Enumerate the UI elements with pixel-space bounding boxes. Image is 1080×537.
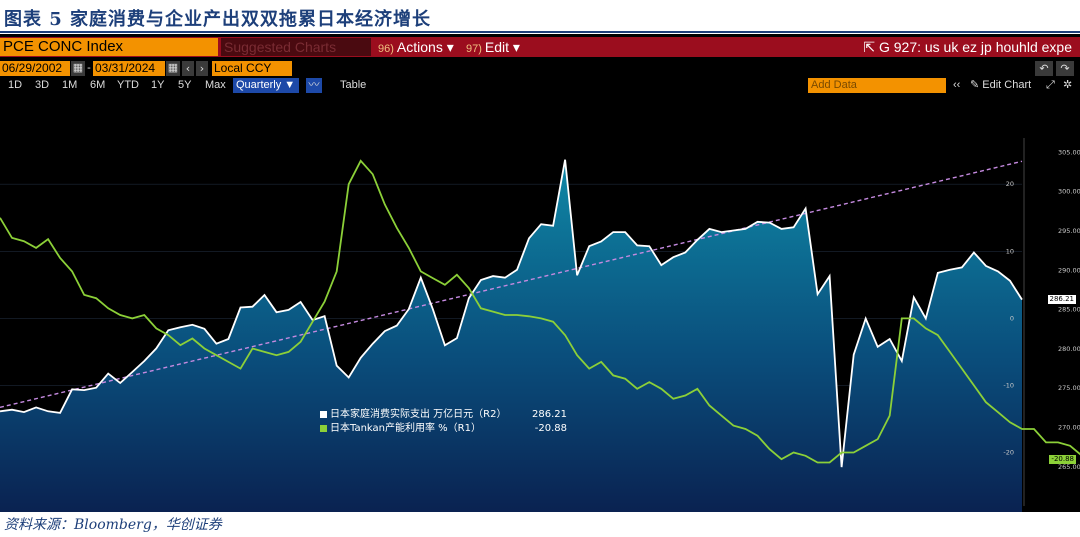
actions-label: Actions (396, 39, 443, 55)
figure-title: 图表 5 家庭消费与企业产出双双拖累日本经济增长 (4, 9, 432, 30)
legend-swatch (320, 424, 327, 432)
calendar-icon[interactable]: ▦ (71, 61, 85, 76)
r2-tick-label: 290.00 (1058, 266, 1080, 274)
legend-swatch (320, 410, 327, 418)
r2-tick-label: 280.00 (1058, 345, 1080, 353)
chart-legend: 日本家庭消费实际支出 万亿日元（R2） 286.21 日本Tankan产能利用率… (320, 408, 575, 440)
legend-label: 日本Tankan产能利用率 %（R1） (330, 423, 481, 434)
household-consumption-line (0, 159, 1023, 468)
tankan-utilization-line (0, 159, 1080, 464)
collapse-icon[interactable]: ‹‹ (953, 79, 961, 91)
external-link-icon: ⇱ (863, 39, 879, 55)
edit-menu[interactable]: 97) Edit ▾ (466, 38, 520, 56)
legend-row-tankan: 日本Tankan产能利用率 %（R1） -20.88 (320, 422, 575, 436)
legend-value: -20.88 (534, 423, 567, 434)
period-1d[interactable]: 1D (8, 79, 23, 91)
title-rule (0, 31, 1080, 33)
r1-tick-label: 0 (1010, 314, 1014, 322)
chevron-down-icon: ▾ (442, 39, 454, 55)
r2-tick-label: 275.00 (1058, 384, 1080, 392)
frequency-select[interactable]: Quarterly ▼ (233, 78, 299, 93)
source-note: 资料来源：Bloomberg，华创证券 (4, 517, 222, 533)
table-button[interactable]: Table (340, 79, 367, 91)
chevron-right-icon[interactable]: › (196, 61, 208, 76)
frequency-label: Quarterly (236, 79, 282, 91)
chevron-down-icon: ▼ (281, 79, 296, 91)
r2-tick-label: 300.00 (1058, 188, 1080, 196)
bloomberg-terminal: PCE CONC Index Suggested Charts 96) Actio… (0, 34, 1080, 512)
line-chart-icon[interactable]: 〰 (306, 78, 322, 93)
period-6m[interactable]: 6M (90, 79, 106, 91)
expand-icon[interactable]: ⤢ (1046, 79, 1055, 91)
period-max[interactable]: Max (205, 79, 226, 91)
period-1m[interactable]: 1M (62, 79, 78, 91)
r2-tick-label: 305.00 (1058, 148, 1080, 156)
household-consumption-area (0, 159, 1022, 512)
chevron-down-icon: ▾ (509, 39, 520, 55)
period-1y[interactable]: 1Y (151, 79, 165, 91)
edit-chart-label: Edit Chart (982, 79, 1032, 91)
chart-title-field[interactable]: ⇱ G 927: us uk ez jp houhld expe (863, 38, 1072, 56)
add-data-input[interactable]: Add Data (808, 78, 946, 93)
gear-icon[interactable]: ✲ (1063, 79, 1073, 91)
edit-shortcut: 97) (466, 43, 482, 55)
r2-tick-label: 265.00 (1058, 463, 1080, 471)
date-separator: - (86, 61, 92, 76)
period-5y[interactable]: 5Y (178, 79, 192, 91)
r1-tick-label: -20 (1003, 448, 1014, 456)
chart-plot: -20 -10 0 10 20 265.00 270.00 275.00 280.00 285.… (0, 138, 1080, 512)
ticker-field[interactable]: PCE CONC Index (0, 38, 218, 56)
r1-tick-label: 10 (1006, 247, 1014, 255)
pencil-icon: ✎ (970, 79, 983, 91)
r1-tick-label: 20 (1006, 180, 1014, 188)
suggested-charts-button[interactable]: Suggested Charts (221, 38, 371, 56)
edit-label: Edit (484, 39, 510, 55)
currency-select[interactable]: Local CCY (212, 61, 292, 76)
undo-icon[interactable]: ↶ (1035, 61, 1053, 76)
end-date-input[interactable]: 03/31/2024 (93, 61, 165, 76)
edit-chart-button[interactable]: ✎ Edit Chart (970, 78, 1031, 93)
calendar-icon[interactable]: ▦ (166, 61, 180, 76)
chart-title: G 927: us uk ez jp houhld expe (878, 39, 1072, 55)
figure-header: 图表 5 家庭消费与企业产出双双拖累日本经济增长 (0, 0, 1080, 34)
chevron-left-icon[interactable]: ‹ (182, 61, 194, 76)
trend-line (0, 160, 1023, 409)
legend-label: 日本家庭消费实际支出 万亿日元（R2） (330, 409, 507, 420)
r2-tick-label: 295.00 (1058, 227, 1080, 235)
actions-menu[interactable]: 96) Actions ▾ (378, 38, 454, 56)
r1-tick-label: -10 (1003, 381, 1014, 389)
legend-value: 286.21 (532, 409, 567, 420)
legend-row-household: 日本家庭消费实际支出 万亿日元（R2） 286.21 (320, 408, 575, 422)
period-ytd[interactable]: YTD (117, 79, 139, 91)
last-value-tankan: -20.88 (1049, 455, 1076, 465)
period-3d[interactable]: 3D (35, 79, 50, 91)
r2-tick-label: 270.00 (1058, 424, 1080, 432)
start-date-input[interactable]: 06/29/2002 (0, 61, 70, 76)
last-value-household: 286.21 (1047, 294, 1076, 304)
redo-icon[interactable]: ↷ (1056, 61, 1074, 76)
actions-shortcut: 96) (378, 43, 394, 55)
r2-tick-label: 285.00 (1058, 306, 1080, 314)
